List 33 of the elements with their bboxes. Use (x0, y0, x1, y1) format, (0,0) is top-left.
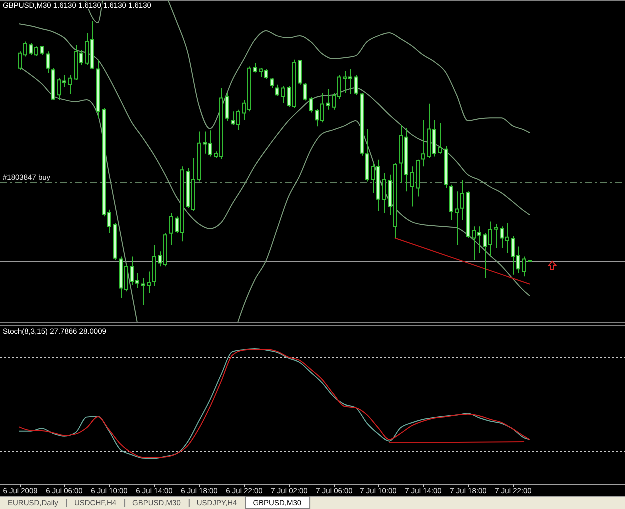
candlestick (438, 122, 442, 154)
candlestick (460, 180, 464, 221)
candlestick (198, 131, 202, 182)
candlestick (444, 146, 448, 189)
candlestick (270, 78, 274, 89)
candlestick (450, 184, 454, 221)
candlestick (354, 74, 358, 96)
candlestick (68, 74, 72, 94)
candlestick (422, 120, 426, 168)
candlestick (382, 172, 386, 214)
candlestick (466, 191, 470, 239)
candlestick (46, 51, 50, 74)
candlestick (326, 88, 330, 110)
candlestick (298, 60, 302, 86)
candlestick (254, 62, 258, 74)
candlestick (522, 256, 526, 278)
candlestick (142, 278, 146, 306)
candlestick (494, 224, 498, 249)
candlestick (170, 212, 174, 246)
candlestick (148, 271, 152, 294)
candlestick (410, 166, 414, 208)
candlestick (456, 191, 460, 246)
candlestick (304, 82, 308, 102)
candlestick (276, 84, 280, 98)
candlestick (114, 222, 118, 261)
candlestick (310, 96, 314, 114)
candlestick (96, 59, 100, 119)
candlestick (226, 92, 230, 122)
candlestick (416, 159, 420, 198)
candlestick (40, 46, 44, 56)
candlestick (52, 68, 56, 100)
candlestick (282, 86, 286, 104)
candlestick (152, 244, 156, 288)
